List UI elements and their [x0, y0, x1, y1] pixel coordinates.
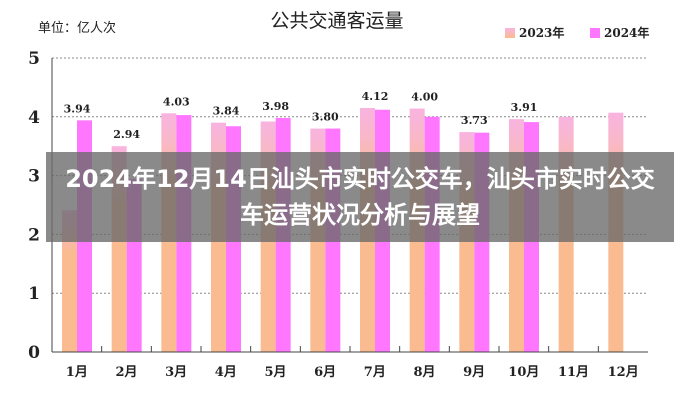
data-label: 3.91	[511, 101, 538, 114]
bar-2023	[62, 210, 77, 352]
x-tick-label: 6月	[314, 365, 336, 380]
legend-item-2024: 2024年	[590, 24, 649, 41]
headline-text: 2024年12月14日汕头市实时公交车，汕头市实时公交车运营状况分析与展望	[65, 165, 655, 229]
legend-label-2024: 2024年	[604, 26, 650, 40]
data-label: 4.03	[163, 95, 190, 108]
y-tick-label: 0	[28, 343, 40, 363]
x-tick-label: 8月	[413, 365, 435, 380]
data-label: 3.98	[262, 100, 289, 113]
x-tick-label: 1月	[66, 365, 88, 380]
legend-item-2023: 2023年	[505, 24, 564, 41]
x-tick-label: 10月	[508, 365, 539, 380]
chart-title: 公共交通客运量	[270, 10, 404, 32]
y-tick-label: 5	[28, 49, 40, 69]
x-tick-label: 3月	[165, 365, 187, 380]
headline-banner: 2024年12月14日汕头市实时公交车，汕头市实时公交车运营状况分析与展望	[46, 152, 674, 242]
data-label: 4.00	[411, 91, 438, 104]
x-tick-label: 11月	[558, 365, 589, 380]
x-tick-label: 5月	[264, 365, 286, 380]
data-label: 2.94	[113, 128, 140, 141]
data-label: 3.80	[312, 111, 339, 124]
legend-swatch-2024	[590, 27, 600, 38]
x-tick-label: 7月	[364, 365, 386, 380]
x-tick-label: 9月	[463, 365, 485, 380]
data-label: 3.84	[213, 105, 240, 118]
data-label: 3.94	[64, 102, 91, 115]
y-tick-label: 2	[28, 225, 40, 245]
x-tick-label: 4月	[215, 365, 237, 380]
unit-label: 单位：亿人次	[38, 21, 117, 36]
y-tick-label: 4	[28, 108, 40, 128]
legend-swatch-2023	[505, 27, 515, 38]
x-tick-label: 2月	[115, 365, 137, 380]
y-tick-label: 3	[28, 167, 40, 187]
x-tick-label: 12月	[608, 365, 639, 380]
data-label: 3.73	[461, 114, 488, 127]
legend-label-2023: 2023年	[519, 26, 565, 40]
data-label: 4.12	[362, 90, 389, 103]
y-tick-label: 1	[28, 284, 40, 304]
